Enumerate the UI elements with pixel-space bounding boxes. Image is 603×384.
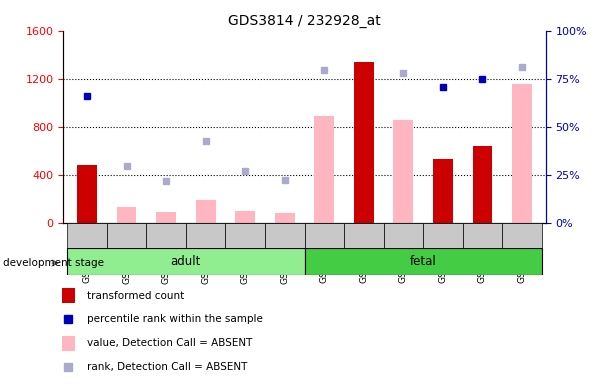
Bar	[512, 84, 532, 223]
Bar	[463, 223, 502, 248]
Bar	[265, 223, 305, 248]
Bar	[68, 248, 305, 275]
Text: fetal: fetal	[410, 255, 437, 268]
Bar	[314, 116, 334, 223]
Title: GDS3814 / 232928_at: GDS3814 / 232928_at	[228, 14, 381, 28]
Text: adult: adult	[171, 255, 201, 268]
Bar	[502, 223, 541, 248]
Bar	[305, 223, 344, 248]
Bar	[62, 288, 75, 303]
Bar	[77, 165, 97, 223]
Text: rank, Detection Call = ABSENT: rank, Detection Call = ABSENT	[87, 362, 247, 372]
Bar	[384, 223, 423, 248]
Bar	[275, 213, 295, 223]
Text: percentile rank within the sample: percentile rank within the sample	[87, 314, 263, 324]
Text: value, Detection Call = ABSENT: value, Detection Call = ABSENT	[87, 338, 253, 348]
Bar	[156, 212, 176, 223]
Text: transformed count: transformed count	[87, 291, 185, 301]
Bar	[473, 146, 492, 223]
Bar	[62, 336, 75, 351]
Bar	[196, 200, 215, 223]
Bar	[394, 119, 413, 223]
Bar	[423, 223, 463, 248]
Text: development stage: development stage	[3, 258, 104, 268]
Bar	[68, 223, 107, 248]
Bar	[305, 248, 541, 275]
Bar	[107, 223, 147, 248]
Bar	[147, 223, 186, 248]
Bar	[344, 223, 384, 248]
Bar	[117, 207, 136, 223]
Bar	[433, 159, 453, 223]
Bar	[226, 223, 265, 248]
Bar	[186, 223, 226, 248]
Bar	[235, 211, 255, 223]
Bar	[354, 62, 374, 223]
